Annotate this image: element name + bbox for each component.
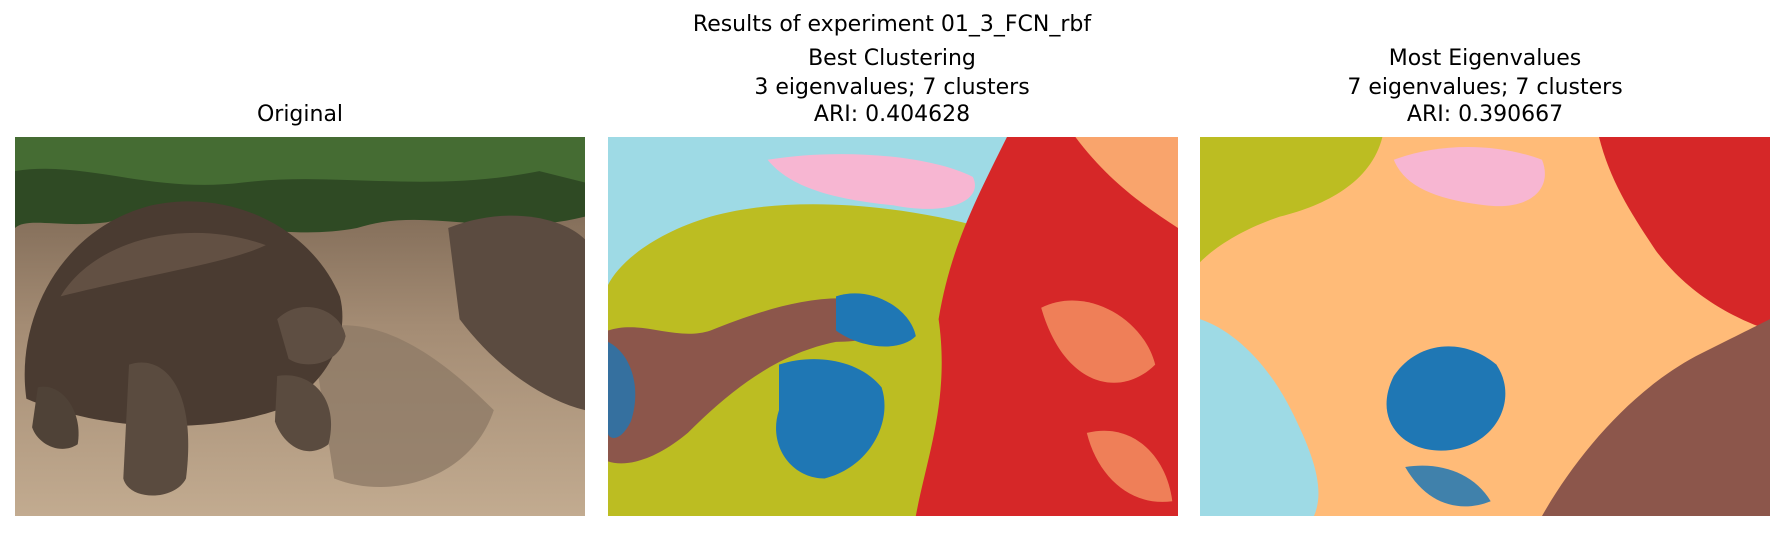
- leg: [274, 375, 332, 452]
- leg: [32, 386, 79, 449]
- cluster-region: [1086, 430, 1173, 502]
- cluster-region: [1075, 137, 1178, 229]
- best-clustering-image: [608, 137, 1178, 516]
- cluster-region: [1041, 300, 1156, 383]
- panel-title: Best Clustering: [808, 46, 976, 71]
- shell-highlight: [60, 232, 266, 297]
- cluster-region: [767, 154, 975, 209]
- cluster-region: [776, 359, 885, 479]
- panel-title: Original: [257, 102, 343, 127]
- panel-subtitle: ARI: 0.404628: [814, 102, 970, 127]
- cluster-region: [608, 298, 899, 464]
- cluster-region: [836, 293, 916, 347]
- cluster-region: [1542, 319, 1770, 516]
- rock: [311, 325, 494, 487]
- figure-title: Results of experiment 01_3_FCN_rbf: [693, 12, 1092, 37]
- panel-subtitle: 3 eigenvalues; 7 clusters: [754, 75, 1029, 100]
- cluster-region: [1386, 346, 1506, 451]
- panel-title: Most Eigenvalues: [1389, 46, 1582, 71]
- panel-subtitle: ARI: 0.390667: [1407, 102, 1563, 127]
- cluster-region: [608, 341, 636, 439]
- cluster-region: [1393, 146, 1545, 207]
- cluster-region: [1405, 465, 1491, 507]
- head: [277, 306, 346, 365]
- most-eigenvalues-image: [1200, 137, 1770, 516]
- original-image: [15, 137, 585, 516]
- cluster-region: [915, 137, 1178, 516]
- cluster-region: [1200, 319, 1319, 516]
- foliage: [15, 137, 585, 185]
- panel-subtitle: 7 eigenvalues; 7 clusters: [1347, 75, 1622, 100]
- cluster-region: [1200, 137, 1383, 263]
- cluster-region: [1599, 137, 1770, 331]
- leg: [123, 362, 189, 496]
- rock: [448, 215, 585, 411]
